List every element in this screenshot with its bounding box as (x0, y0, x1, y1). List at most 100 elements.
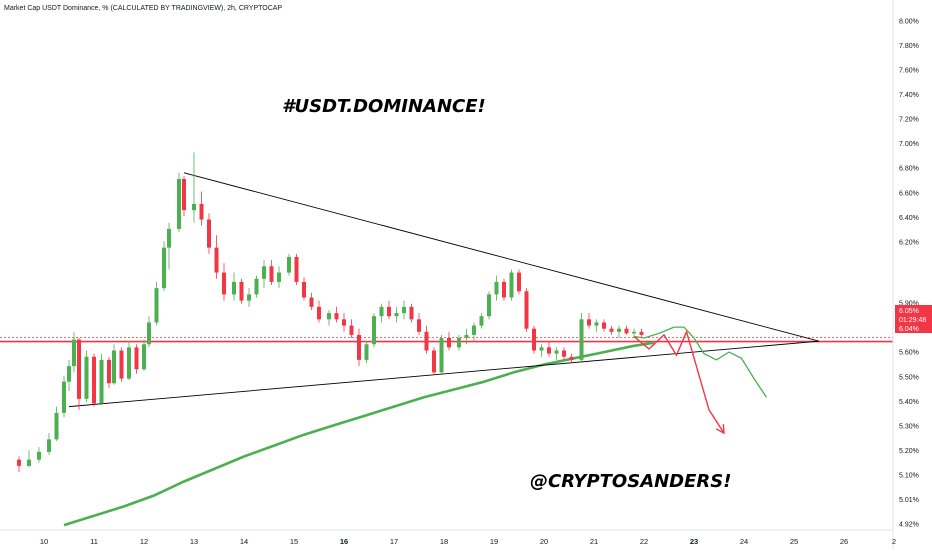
y-tick-label: 8.00% (899, 19, 919, 26)
y-tick-label: 5.30% (899, 423, 919, 430)
candle-body (214, 247, 219, 273)
candle-body (54, 412, 59, 440)
annotation-author: @CRYPTOSANDERS! (530, 471, 731, 492)
candle-body (457, 338, 461, 348)
candle-body (247, 294, 251, 301)
candle-body (192, 203, 196, 211)
price-badges: 6.05% 01:29:48 6.04% (895, 305, 932, 333)
x-tick-label: 25 (790, 537, 798, 546)
candle-body (199, 203, 204, 220)
x-tick-label: 22 (640, 537, 648, 546)
x-tick-label: 26 (840, 537, 848, 546)
moving-average-line (63, 341, 655, 527)
candle-body (27, 459, 31, 466)
chart-header: Market Cap USDT Dominance, % (CALCULATED… (4, 5, 282, 12)
candle-body (602, 322, 606, 329)
candle-body (262, 266, 266, 279)
candle-body (387, 306, 391, 317)
candle-body (287, 256, 291, 273)
triangle-upper-line (183, 172, 820, 342)
candle-body (547, 347, 551, 354)
candle-body (334, 313, 339, 320)
y-tick-label: 5.20% (899, 448, 919, 455)
x-tick-label: 21 (590, 537, 598, 546)
x-tick-label: 14 (240, 537, 248, 546)
x-tick-label: 2 (892, 537, 896, 546)
x-tick-label: 24 (740, 537, 748, 546)
annotation-title: #USDT.DOMINANCE! (282, 96, 486, 117)
candle-body (294, 256, 299, 282)
y-tick-label: 6.60% (899, 190, 919, 197)
candle-body (84, 356, 89, 399)
candle-body (239, 281, 244, 301)
candle-body (254, 278, 259, 295)
candle-body (162, 247, 166, 289)
candle-body (107, 359, 111, 384)
candle-body (532, 328, 536, 351)
candle-body (617, 328, 621, 332)
candle-body (509, 272, 514, 298)
candle-body (357, 334, 361, 360)
y-tick-label: 5.60% (899, 350, 919, 357)
candle-body (317, 306, 321, 320)
x-tick-label: 18 (440, 537, 448, 546)
candle-body (562, 350, 566, 357)
y-tick-label: 5.01% (899, 497, 919, 504)
candle-body (207, 219, 211, 248)
candle-body (134, 347, 139, 370)
candle-body (624, 328, 629, 334)
candle-body (182, 179, 186, 211)
price-badge-bg (895, 305, 932, 333)
candle-body (372, 316, 376, 345)
candle-body (479, 316, 484, 326)
candle-body (394, 313, 399, 317)
candle-body (424, 331, 429, 351)
candle-body (99, 359, 104, 404)
candle-body (327, 313, 331, 320)
x-tick-label: 13 (190, 537, 198, 546)
candle-body (349, 325, 354, 335)
price-badge-low: 6.04% (899, 326, 919, 333)
candle-body (432, 350, 436, 373)
candle-body (409, 306, 414, 320)
y-tick-label: 7.60% (899, 68, 919, 75)
triangle-lower-line (68, 340, 820, 408)
candle-body (487, 294, 491, 317)
y-tick-label: 5.90% (899, 301, 919, 308)
candle-body (147, 322, 151, 345)
candle-body (154, 288, 159, 323)
candle-body (402, 306, 406, 314)
candle-body (379, 306, 384, 317)
candle-body (539, 347, 544, 351)
y-tick-label: 6.80% (899, 166, 919, 173)
candle-body (269, 266, 274, 282)
candle-body (232, 281, 236, 295)
price-badge-value: 6.05% (899, 308, 919, 315)
candle-body (177, 179, 181, 229)
y-tick-label: 7.00% (899, 141, 919, 148)
candle-body (222, 272, 226, 295)
y-tick-label: 6.40% (899, 215, 919, 222)
candle-body (47, 439, 51, 452)
candle-body (364, 344, 369, 360)
candle-body (302, 281, 306, 298)
x-tick-label: 15 (290, 537, 298, 546)
x-tick-label: 16 (340, 537, 348, 546)
candle-body (632, 331, 636, 334)
candle-body (37, 451, 41, 460)
candle-body (72, 339, 76, 367)
candle-body (447, 338, 451, 348)
candle-body (417, 319, 421, 332)
x-tick-label: 17 (390, 537, 398, 546)
candle-body (277, 272, 281, 282)
candle-body (142, 344, 146, 370)
candle-body (472, 325, 476, 335)
candle-body (494, 281, 499, 295)
candle-body (639, 331, 644, 335)
candle-body (464, 334, 469, 339)
candle-body (524, 291, 529, 329)
candle-body (502, 281, 506, 298)
candle-body (112, 350, 116, 384)
